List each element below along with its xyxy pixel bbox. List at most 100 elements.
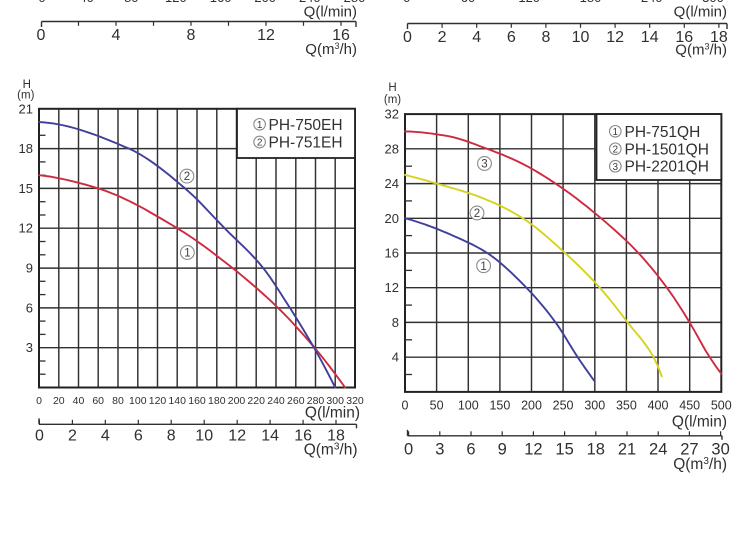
svg-text:15: 15: [555, 441, 573, 459]
svg-text:Q(m3/h): Q(m3/h): [675, 42, 727, 59]
svg-text:10: 10: [195, 428, 213, 445]
svg-text:400: 400: [648, 399, 669, 413]
svg-text:21: 21: [618, 441, 636, 459]
svg-text:2: 2: [613, 144, 619, 155]
svg-text:(m): (m): [384, 94, 401, 106]
svg-text:300: 300: [584, 399, 605, 413]
svg-text:Q(l/min): Q(l/min): [674, 4, 727, 21]
svg-text:250: 250: [553, 399, 574, 413]
svg-text:Q(l/min): Q(l/min): [304, 4, 357, 21]
svg-text:20: 20: [53, 395, 65, 407]
svg-text:6: 6: [134, 428, 143, 445]
svg-text:28: 28: [385, 141, 399, 156]
svg-text:30: 30: [711, 441, 729, 459]
svg-text:260: 260: [287, 395, 305, 407]
svg-text:4: 4: [112, 27, 121, 44]
svg-text:27: 27: [680, 441, 698, 459]
svg-text:18: 18: [587, 441, 605, 459]
svg-text:2: 2: [474, 208, 480, 220]
svg-text:240: 240: [641, 0, 663, 5]
svg-text:3: 3: [26, 340, 33, 355]
svg-text:Q(l/min): Q(l/min): [672, 414, 727, 431]
svg-text:3: 3: [481, 159, 487, 171]
svg-text:0: 0: [36, 395, 42, 407]
svg-text:24: 24: [649, 441, 667, 459]
svg-text:9: 9: [26, 261, 33, 276]
svg-text:0: 0: [402, 399, 409, 413]
svg-text:12: 12: [19, 221, 33, 236]
svg-text:120: 120: [149, 395, 167, 407]
svg-text:4: 4: [472, 29, 481, 46]
svg-text:1: 1: [184, 248, 190, 260]
svg-text:16: 16: [675, 29, 693, 46]
svg-text:350: 350: [616, 399, 637, 413]
svg-text:8: 8: [167, 428, 176, 445]
svg-text:150: 150: [489, 399, 510, 413]
svg-text:18: 18: [327, 428, 345, 445]
svg-text:2: 2: [68, 428, 77, 445]
svg-text:32: 32: [385, 107, 399, 122]
svg-text:12: 12: [385, 280, 399, 295]
svg-text:80: 80: [112, 395, 124, 407]
svg-text:0: 0: [37, 27, 46, 44]
svg-text:60: 60: [92, 395, 104, 407]
svg-text:0: 0: [38, 0, 45, 5]
svg-text:(m): (m): [17, 90, 34, 102]
svg-text:0: 0: [404, 441, 413, 459]
svg-text:16: 16: [294, 428, 312, 445]
svg-text:500: 500: [711, 399, 732, 413]
svg-text:3: 3: [435, 441, 444, 459]
svg-text:12: 12: [606, 29, 624, 46]
svg-text:15: 15: [19, 181, 33, 196]
svg-text:1: 1: [613, 127, 619, 138]
svg-text:14: 14: [641, 29, 659, 46]
svg-text:12: 12: [228, 428, 246, 445]
svg-text:6: 6: [507, 29, 516, 46]
svg-text:Q(m3/h): Q(m3/h): [673, 456, 727, 473]
svg-text:PH-1501QH: PH-1501QH: [625, 141, 709, 158]
svg-text:H: H: [388, 82, 396, 94]
svg-text:10: 10: [572, 29, 590, 46]
svg-text:H: H: [23, 79, 31, 91]
svg-text:300: 300: [702, 0, 724, 5]
svg-text:0: 0: [403, 0, 410, 5]
svg-text:280: 280: [344, 0, 366, 5]
svg-text:2: 2: [184, 171, 190, 183]
svg-text:Q(l/min): Q(l/min): [305, 405, 360, 422]
svg-text:200: 200: [521, 399, 542, 413]
svg-text:140: 140: [168, 395, 186, 407]
svg-text:14: 14: [261, 428, 279, 445]
svg-text:3: 3: [613, 162, 619, 173]
svg-text:220: 220: [247, 395, 265, 407]
svg-text:0: 0: [35, 428, 44, 445]
svg-text:8: 8: [392, 315, 399, 330]
svg-text:120: 120: [518, 0, 540, 5]
svg-text:18: 18: [710, 29, 728, 46]
svg-text:12: 12: [524, 441, 542, 459]
svg-text:160: 160: [210, 0, 232, 5]
svg-text:0: 0: [403, 29, 412, 46]
svg-text:2: 2: [257, 138, 263, 149]
svg-text:320: 320: [346, 395, 364, 407]
svg-text:60: 60: [461, 0, 475, 5]
svg-text:21: 21: [19, 101, 33, 116]
svg-text:160: 160: [188, 395, 206, 407]
svg-text:6: 6: [466, 441, 475, 459]
svg-text:12: 12: [257, 27, 275, 44]
svg-text:4: 4: [101, 428, 110, 445]
svg-text:1: 1: [257, 120, 263, 131]
svg-text:18: 18: [19, 141, 33, 156]
svg-text:Q(m3/h): Q(m3/h): [304, 441, 358, 458]
svg-text:24: 24: [385, 176, 399, 191]
svg-text:240: 240: [267, 395, 285, 407]
svg-text:8: 8: [541, 29, 550, 46]
svg-text:4: 4: [392, 350, 399, 365]
svg-text:120: 120: [165, 0, 187, 5]
svg-text:450: 450: [679, 399, 700, 413]
svg-text:280: 280: [307, 395, 325, 407]
svg-text:20: 20: [385, 211, 399, 226]
svg-text:80: 80: [124, 0, 138, 5]
svg-text:40: 40: [73, 395, 85, 407]
svg-text:100: 100: [129, 395, 147, 407]
svg-text:240: 240: [299, 0, 321, 5]
